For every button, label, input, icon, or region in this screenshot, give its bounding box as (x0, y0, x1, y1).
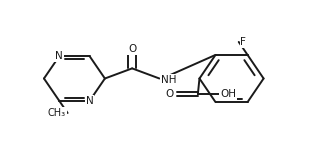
Text: N: N (55, 51, 63, 61)
Text: OH: OH (220, 89, 236, 99)
Text: O: O (166, 89, 174, 99)
Text: O: O (128, 44, 136, 54)
Text: N: N (86, 96, 93, 106)
Text: CH₃: CH₃ (48, 108, 66, 118)
Text: NH: NH (161, 75, 176, 85)
Text: F: F (240, 37, 246, 47)
